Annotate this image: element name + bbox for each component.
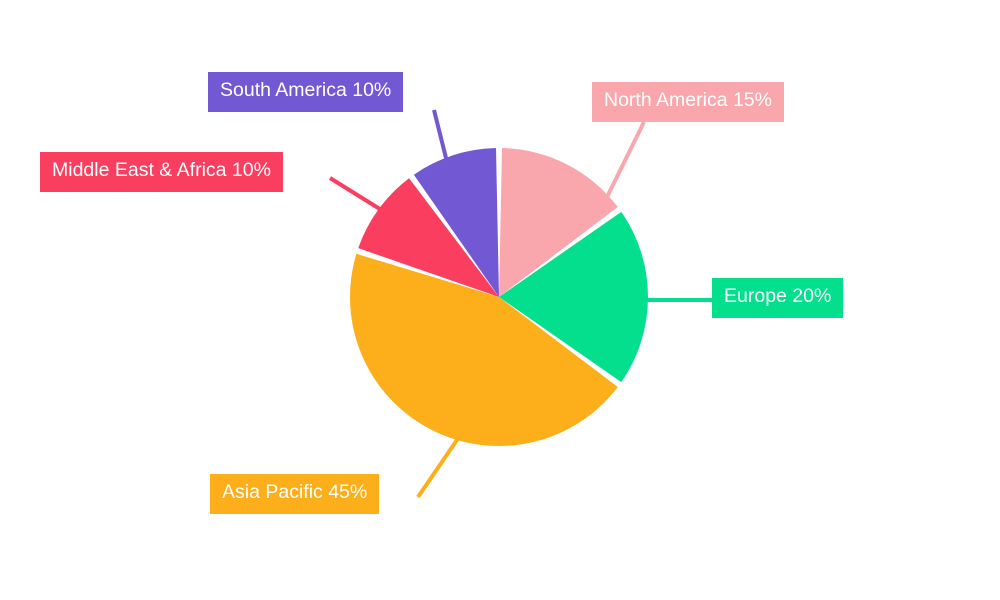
pie-slice-europe[interactable] xyxy=(499,211,649,383)
pie-slice-group xyxy=(350,148,649,446)
callout-text-north-america: North America 15% xyxy=(604,89,772,111)
callout-text-middle-east-africa: Middle East & Africa 10% xyxy=(52,159,271,181)
callout-text-south-america: South America 10% xyxy=(220,79,392,101)
pie-slice-asia-pacific[interactable] xyxy=(350,253,618,446)
pie-slice-south-america[interactable] xyxy=(413,148,499,297)
callout-label-middle-east-africa[interactable]: Middle East & Africa 10% xyxy=(40,152,283,192)
callout-label-north-america[interactable]: North America 15% xyxy=(592,82,784,122)
pie-slice-middle-east-africa[interactable] xyxy=(358,178,499,297)
pie-slice-north-america[interactable] xyxy=(499,148,618,297)
callout-label-asia-pacific[interactable]: Asia Pacific 45% xyxy=(210,474,380,514)
callout-label-south-america[interactable]: South America 10% xyxy=(208,72,404,112)
callout-text-europe: Europe 20% xyxy=(724,285,832,307)
callout-text-asia-pacific: Asia Pacific 45% xyxy=(222,481,368,503)
callout-label-europe[interactable]: Europe 20% xyxy=(712,278,844,318)
leader-line-asia-pacific xyxy=(416,435,461,499)
leader-line-north-america xyxy=(605,121,646,198)
leader-line-middle-east-africa xyxy=(328,176,385,213)
